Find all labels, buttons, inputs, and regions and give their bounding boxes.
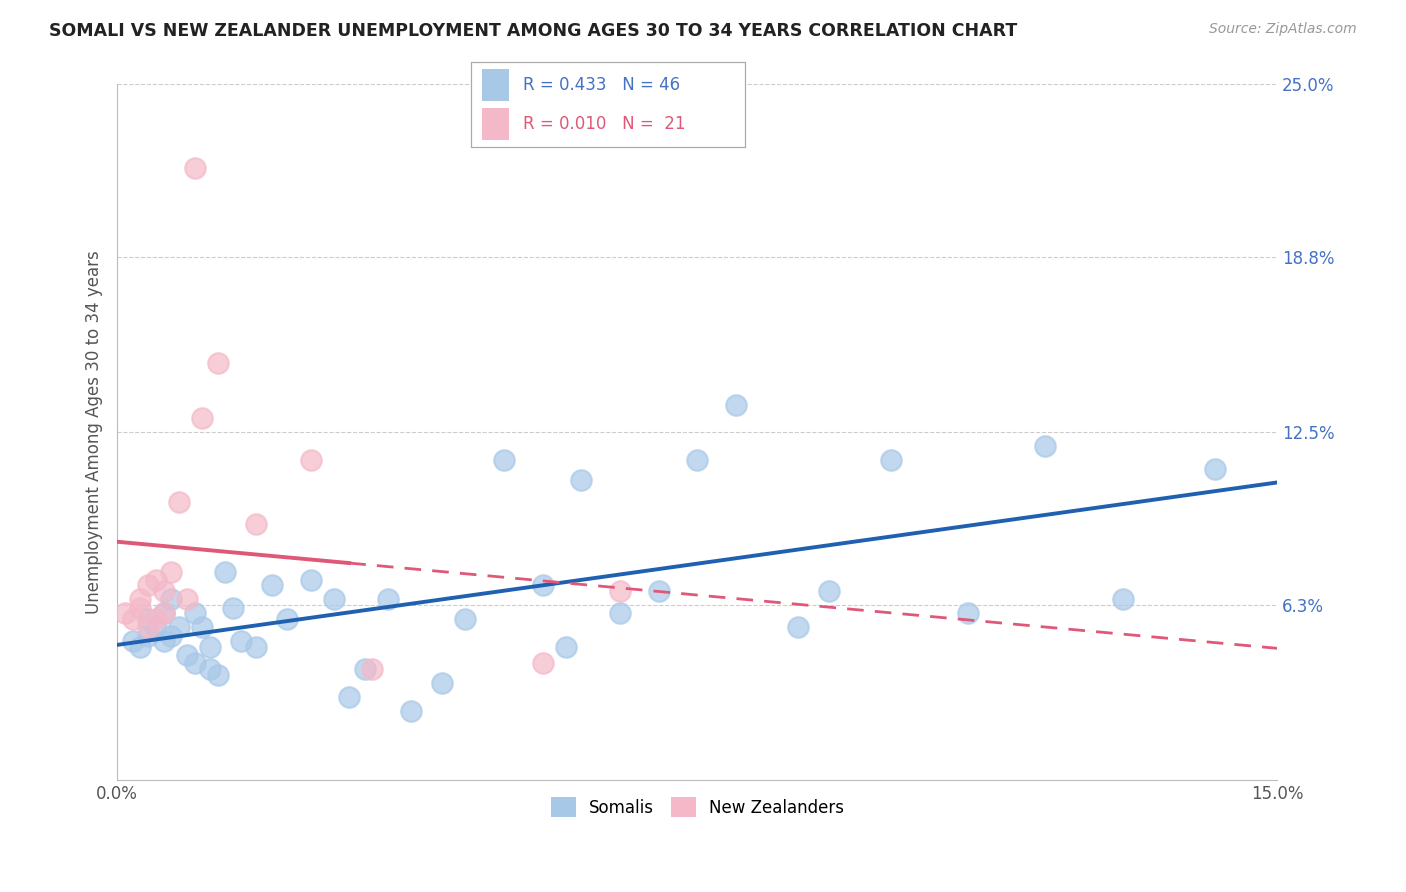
Point: [245, 517, 267, 532]
Point: [647, 584, 669, 599]
Point: [353, 662, 375, 676]
Point: [191, 620, 214, 634]
Text: R = 0.433   N = 46: R = 0.433 N = 46: [523, 77, 681, 95]
Point: [145, 612, 167, 626]
Legend: Somalis, New Zealanders: Somalis, New Zealanders: [544, 790, 851, 824]
Point: [129, 600, 152, 615]
Point: [160, 565, 183, 579]
FancyBboxPatch shape: [482, 108, 509, 140]
Point: [207, 667, 229, 681]
Y-axis label: Unemployment Among Ages 30 to 34 years: Unemployment Among Ages 30 to 34 years: [86, 251, 103, 615]
Point: [167, 620, 190, 634]
Point: [152, 607, 174, 621]
Point: [198, 640, 221, 654]
Point: [136, 629, 159, 643]
Point: [176, 648, 198, 662]
Point: [299, 453, 322, 467]
Point: [183, 607, 205, 621]
Point: [245, 640, 267, 654]
Point: [229, 634, 252, 648]
Point: [136, 612, 159, 626]
Point: [686, 453, 709, 467]
Point: [276, 612, 298, 626]
Point: [817, 584, 839, 599]
Point: [145, 620, 167, 634]
Point: [129, 592, 152, 607]
Point: [145, 573, 167, 587]
Point: [207, 356, 229, 370]
Text: SOMALI VS NEW ZEALANDER UNEMPLOYMENT AMONG AGES 30 TO 34 YEARS CORRELATION CHART: SOMALI VS NEW ZEALANDER UNEMPLOYMENT AMO…: [49, 22, 1018, 40]
Point: [152, 607, 174, 621]
Point: [879, 453, 901, 467]
Point: [554, 640, 576, 654]
FancyBboxPatch shape: [482, 70, 509, 102]
Point: [377, 592, 399, 607]
Point: [299, 573, 322, 587]
Point: [322, 592, 344, 607]
Point: [136, 620, 159, 634]
Text: Source: ZipAtlas.com: Source: ZipAtlas.com: [1209, 22, 1357, 37]
Point: [260, 578, 283, 592]
Point: [569, 473, 592, 487]
Point: [152, 584, 174, 599]
Point: [191, 411, 214, 425]
Point: [531, 578, 554, 592]
Point: [114, 607, 136, 621]
Point: [136, 578, 159, 592]
Point: [1033, 439, 1056, 453]
Point: [198, 662, 221, 676]
Point: [121, 612, 143, 626]
Point: [430, 676, 453, 690]
Point: [956, 607, 979, 621]
Point: [214, 565, 236, 579]
Point: [492, 453, 515, 467]
Point: [531, 657, 554, 671]
Point: [121, 634, 143, 648]
Point: [152, 634, 174, 648]
Point: [1204, 461, 1226, 475]
Point: [160, 629, 183, 643]
Point: [609, 607, 631, 621]
Point: [724, 398, 747, 412]
Point: [609, 584, 631, 599]
Point: [337, 690, 360, 704]
Point: [160, 592, 183, 607]
Point: [129, 640, 152, 654]
Point: [399, 704, 422, 718]
Text: R = 0.010   N =  21: R = 0.010 N = 21: [523, 115, 686, 133]
Point: [786, 620, 808, 634]
Point: [222, 600, 245, 615]
Point: [183, 161, 205, 175]
Point: [176, 592, 198, 607]
Point: [167, 495, 190, 509]
Point: [454, 612, 477, 626]
Point: [183, 657, 205, 671]
Point: [1111, 592, 1133, 607]
Point: [361, 662, 384, 676]
